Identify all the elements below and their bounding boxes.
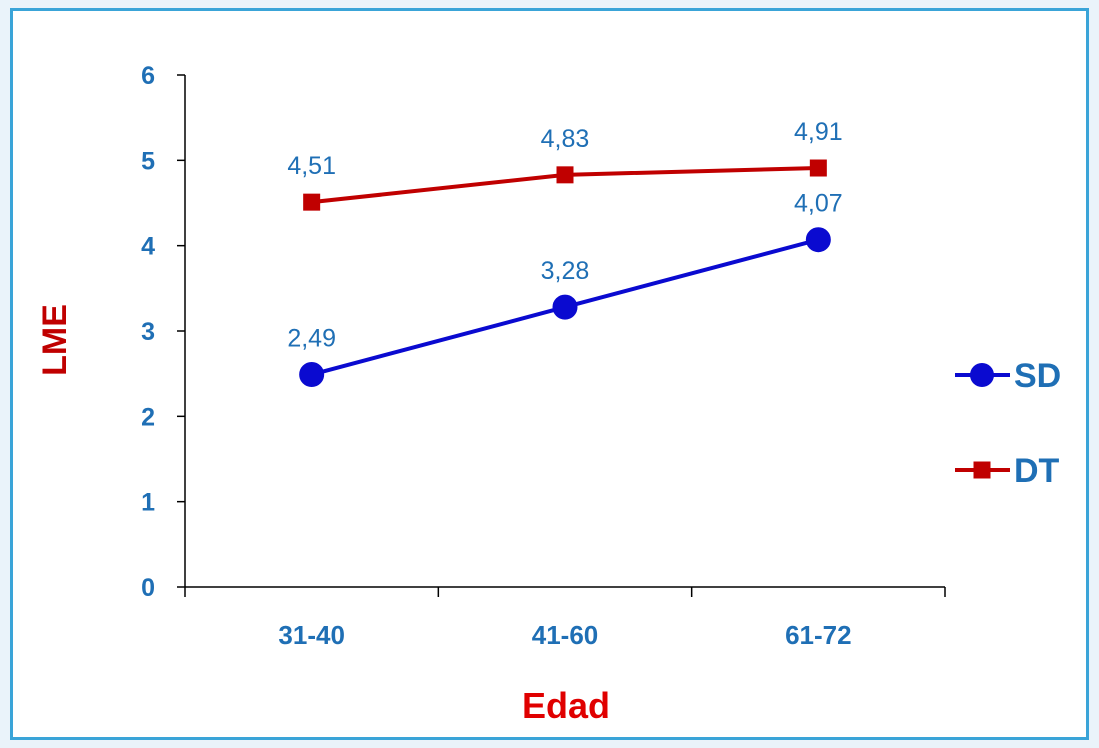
y-tick-label: 6 — [141, 62, 155, 90]
series-layer: 2,49 3,28 4,07 4,51 4,83 4,91 — [287, 118, 843, 388]
data-label: 3,28 — [541, 257, 590, 285]
data-point — [805, 227, 831, 253]
data-label: 4,07 — [794, 190, 843, 218]
legend-item-dt: DT — [955, 452, 1060, 490]
data-point — [299, 362, 325, 388]
y-tick-label: 1 — [141, 489, 155, 517]
data-label: 2,49 — [287, 325, 336, 353]
axes: 0 1 2 3 4 5 6 31-40 41-60 61-72 — [141, 62, 946, 650]
y-tick-label: 3 — [141, 318, 155, 346]
series-sd: 2,49 3,28 4,07 — [287, 190, 843, 388]
chart-frame — [10, 8, 1089, 740]
legend-marker — [970, 363, 994, 387]
y-tick-label: 2 — [141, 403, 155, 431]
x-axis-label: Edad — [522, 685, 610, 726]
x-tick-label: 41-60 — [532, 620, 599, 650]
data-point — [303, 193, 321, 211]
data-label: 4,51 — [287, 152, 336, 180]
y-tick-label: 5 — [141, 147, 155, 175]
y-tick-label: 0 — [141, 574, 155, 602]
y-tick-label: 4 — [141, 233, 155, 261]
data-point — [552, 294, 578, 320]
data-label: 4,91 — [794, 118, 843, 146]
legend-item-sd: SD — [955, 357, 1061, 395]
data-point — [556, 166, 574, 184]
legend: SD DT — [955, 357, 1061, 490]
legend-marker — [973, 461, 991, 479]
y-axis-label: LME — [36, 304, 74, 376]
legend-label: SD — [1014, 357, 1061, 395]
data-label: 4,83 — [541, 125, 590, 153]
series-dt: 4,51 4,83 4,91 — [287, 118, 843, 211]
x-tick-label: 61-72 — [785, 620, 852, 650]
x-tick-label: 31-40 — [278, 620, 345, 650]
data-point — [809, 159, 827, 177]
legend-label: DT — [1014, 452, 1060, 490]
